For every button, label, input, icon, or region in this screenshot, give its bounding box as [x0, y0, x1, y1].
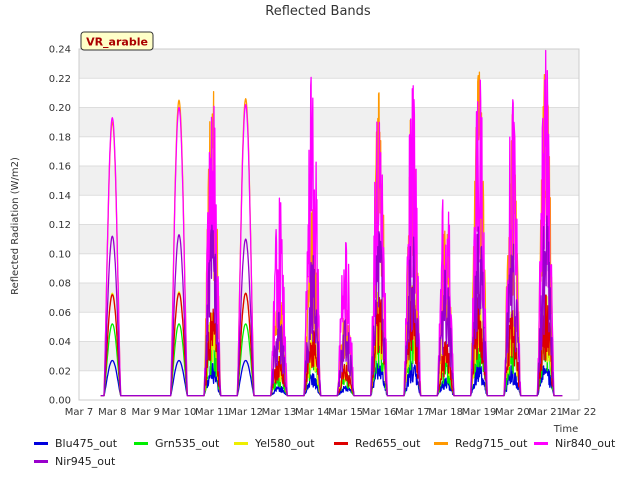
x-tick-label: Mar 19 [462, 407, 497, 418]
legend-label: Red655_out [355, 436, 421, 450]
x-axis-label: Time [553, 424, 578, 435]
legend-swatch [34, 441, 48, 445]
grid-band [79, 107, 579, 137]
y-tick-label: 0.14 [49, 191, 71, 202]
legend-label: Yel580_out [255, 436, 315, 450]
x-tick-label: Mar 14 [295, 407, 330, 418]
legend-row: Blu475_out Grn535_out Yel580_out Red655_… [30, 434, 630, 452]
y-tick-label: 0.24 [49, 45, 71, 56]
y-tick-label: 0.10 [49, 249, 71, 260]
annotation-box: VR_arable [80, 31, 154, 51]
y-tick-label: 0.04 [49, 337, 71, 348]
legend-item-red655: Red655_out [330, 437, 430, 450]
y-tick-label: 0.16 [49, 162, 71, 173]
chart-title: Reflected Bands [265, 4, 371, 19]
legend-swatch [334, 441, 348, 445]
x-tick-label: Mar 13 [262, 407, 297, 418]
legend-item-nir945: Nir945_out [30, 455, 131, 468]
series-line [100, 49, 563, 397]
legend-label: Redg715_out [455, 436, 528, 450]
y-tick-label: 0.00 [49, 396, 71, 407]
legend-label: Nir840_out [555, 436, 616, 450]
annotation-label: VR_arable [86, 36, 148, 49]
legend-label: Blu475_out [55, 436, 118, 450]
y-tick-label: 0.02 [49, 366, 71, 377]
y-tick-label: 0.12 [49, 220, 71, 231]
series-lines [100, 49, 563, 397]
x-tick-label: Mar 11 [195, 407, 230, 418]
x-tick-label: Mar 22 [562, 407, 597, 418]
legend-item-redg715: Redg715_out [430, 437, 530, 450]
legend-swatch [34, 459, 48, 463]
x-tick-label: Mar 10 [162, 407, 197, 418]
plot-frame [78, 48, 580, 401]
legend-item-grn535: Grn535_out [130, 437, 230, 450]
y-axis-ticks: 0.00 0.02 0.04 0.06 0.08 0.10 0.12 0.14 0.16 0.18… [49, 45, 71, 407]
y-tick-label: 0.08 [49, 279, 71, 290]
x-tick-label: Mar 15 [328, 407, 363, 418]
legend-row: Nir945_out [30, 452, 630, 470]
legend: Blu475_out Grn535_out Yel580_out Red655_… [30, 434, 630, 470]
x-tick-label: Mar 20 [495, 407, 530, 418]
legend-item-yel580: Yel580_out [230, 437, 330, 450]
grid-band [79, 49, 579, 79]
y-tick-label: 0.18 [49, 132, 71, 143]
legend-label: Grn535_out [155, 436, 220, 450]
legend-swatch [534, 441, 548, 445]
y-tick-label: 0.20 [49, 103, 71, 114]
series-line [100, 215, 563, 397]
x-tick-label: Mar 21 [528, 407, 563, 418]
y-axis-label: Reflected Radiation (W/m2) [10, 157, 21, 295]
grid-band [79, 341, 579, 371]
x-tick-label: Mar 16 [362, 407, 397, 418]
legend-label: Nir945_out [55, 454, 116, 468]
grid-band [79, 283, 579, 313]
x-tick-label: Mar 7 [65, 407, 93, 418]
legend-swatch [234, 441, 248, 445]
legend-swatch [134, 441, 148, 445]
x-tick-label: Mar 12 [228, 407, 263, 418]
x-tick-label: Mar 8 [98, 407, 126, 418]
grid-band [79, 224, 579, 254]
grid-bands [79, 49, 579, 371]
legend-item-nir840: Nir840_out [530, 437, 630, 450]
x-tick-label: Mar 17 [395, 407, 430, 418]
legend-item-blu475: Blu475_out [30, 437, 130, 450]
y-tick-label: 0.22 [49, 74, 71, 85]
x-tick-label: Mar 9 [131, 407, 159, 418]
legend-swatch [434, 441, 448, 445]
y-tick-label: 0.06 [49, 308, 71, 319]
grid-band [79, 166, 579, 196]
x-tick-label: Mar 18 [428, 407, 463, 418]
